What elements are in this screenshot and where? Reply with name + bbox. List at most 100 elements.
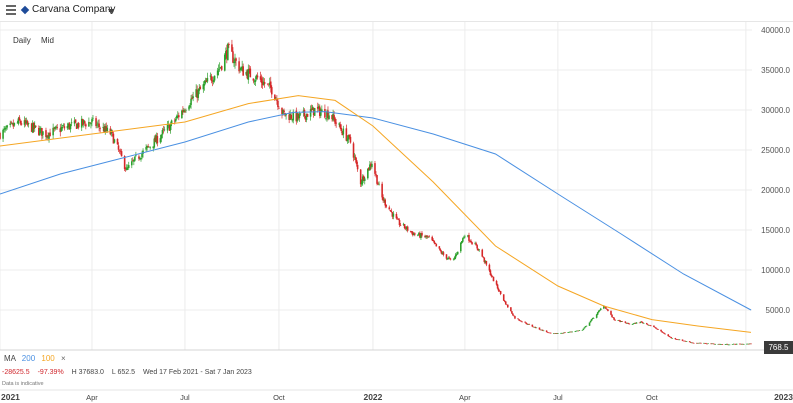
candle [520,320,522,322]
candle [488,263,491,273]
candle-body [81,119,84,125]
candle-body [569,331,571,333]
candle [490,273,493,278]
candle-body [634,322,637,324]
candle-body [562,333,564,334]
candle-body [575,330,578,332]
candle-body [705,343,707,344]
candle [367,168,369,180]
candle [181,109,183,119]
candle-body [39,128,41,135]
candle-body [454,254,457,258]
candle [574,331,577,333]
ma200-label[interactable]: 200 [21,354,36,363]
candle [178,112,180,121]
ma200-line [0,111,752,311]
candle-body [733,343,736,345]
candle [703,342,705,344]
candle [613,317,615,321]
candle [531,324,534,327]
candle [526,323,529,325]
candle-body [146,145,148,148]
candle-body [34,125,37,127]
candle-body [481,249,484,257]
candle [219,66,222,69]
candle-body [33,125,36,128]
candle [455,252,458,256]
candle-body [235,58,237,61]
candle [569,331,571,333]
candle [381,181,383,200]
candle-body [574,331,577,332]
candle [395,212,398,220]
candle-body [460,242,462,252]
chevron-down-icon[interactable] [108,9,114,14]
candle [476,244,478,251]
candle [432,238,435,242]
candle-body [498,291,501,292]
instrument-name[interactable]: Carvana Company [32,4,116,15]
candle-body [369,164,371,171]
candle [270,85,273,98]
candle [418,232,420,236]
candle [352,141,355,162]
candle [2,128,4,142]
candle [554,333,556,334]
candle [461,240,463,244]
candle-body [376,175,378,184]
candle [89,122,91,124]
candle [668,335,671,337]
candle [731,344,734,345]
candle-body [707,343,709,345]
ma100-label[interactable]: 100 [41,354,55,363]
candle-body [126,167,129,168]
candle [403,224,406,230]
candle-body [397,219,400,221]
candle [648,324,650,326]
candle-body [149,147,151,148]
price-type-selector[interactable]: Mid [41,36,54,45]
candle [261,76,264,89]
candle-body [127,165,130,169]
candle [518,319,520,321]
candle [81,118,84,126]
candle-body [153,138,156,148]
candle-body [620,321,623,322]
candle [168,123,171,131]
interval-selector[interactable]: Daily [13,36,31,45]
candle-body [340,127,343,132]
candle-body [591,318,594,320]
candle [90,122,92,129]
candle-body [310,108,313,110]
candlestick-series [0,39,752,346]
candle [176,111,179,119]
candle-body [625,322,628,324]
candle-body [262,81,265,85]
candle [374,160,376,177]
x-tick-label: Apr [459,393,471,402]
candle [477,248,479,251]
candle [24,117,27,127]
candle-body [276,98,278,101]
candle-body [542,330,545,332]
menu-icon[interactable] [6,5,16,15]
candle [303,108,306,119]
candle [140,157,142,162]
high-value: H 37683.0 [71,369,104,376]
candle [470,239,472,244]
candle-body [534,327,537,328]
candle [30,122,33,133]
candle-body [46,135,48,138]
candle [628,323,631,325]
candle-body [210,76,213,81]
candle-body [685,341,688,342]
candle-body [349,136,352,143]
candle [346,135,349,144]
candle [112,132,115,144]
candle-body [2,129,4,139]
x-tick-label: Oct [646,393,659,402]
close-icon[interactable]: × [60,354,66,363]
candle [328,112,330,120]
candle-body [317,106,320,109]
